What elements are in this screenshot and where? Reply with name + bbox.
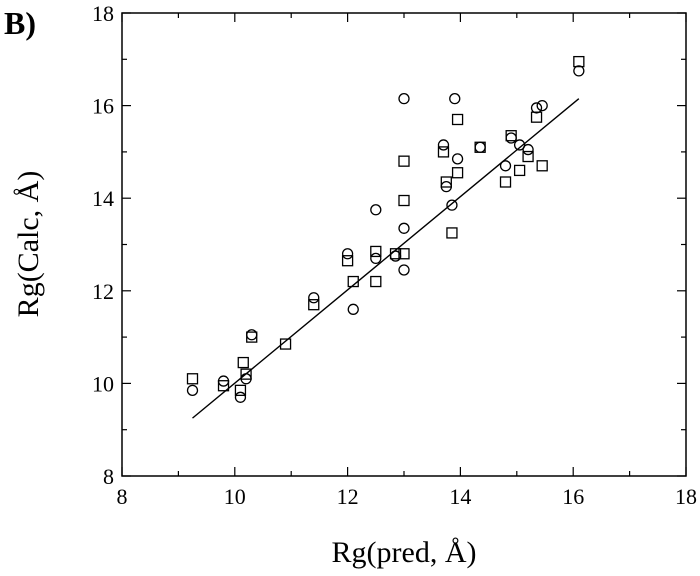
circle-point bbox=[398, 222, 410, 234]
square-point bbox=[536, 160, 548, 172]
square-point bbox=[398, 248, 410, 260]
circle-point bbox=[449, 93, 461, 105]
square-point bbox=[389, 248, 402, 260]
square-point bbox=[237, 356, 249, 369]
circle-point bbox=[308, 292, 320, 304]
circle-point bbox=[513, 139, 526, 151]
circle-point bbox=[341, 248, 354, 260]
circle-point bbox=[234, 391, 247, 403]
square-point bbox=[186, 373, 199, 385]
circle-point bbox=[347, 303, 359, 315]
circle-point bbox=[246, 329, 258, 341]
circle-point bbox=[505, 132, 517, 144]
circle-point bbox=[474, 141, 486, 153]
x-axis-title: Rg(pred, Å) bbox=[332, 536, 477, 569]
y-tick-label: 14 bbox=[92, 186, 114, 211]
y-tick-label: 10 bbox=[92, 371, 114, 396]
square-point bbox=[398, 194, 410, 207]
fit-line-group bbox=[192, 98, 580, 419]
circle-point bbox=[536, 99, 548, 112]
square-point bbox=[446, 227, 458, 239]
circle-point bbox=[446, 199, 458, 211]
square-point bbox=[573, 55, 585, 68]
x-tick-label: 18 bbox=[675, 484, 697, 509]
data-points bbox=[186, 55, 585, 403]
square-point bbox=[246, 331, 258, 343]
square-point bbox=[440, 176, 452, 188]
y-tick-label: 12 bbox=[92, 279, 114, 304]
square-point bbox=[234, 384, 247, 396]
x-tick-label: 12 bbox=[337, 484, 359, 509]
square-point bbox=[522, 150, 534, 163]
square-point bbox=[308, 299, 320, 311]
x-tick-label: 10 bbox=[224, 484, 246, 509]
square-point bbox=[240, 368, 252, 380]
x-tick-label: 16 bbox=[562, 484, 584, 509]
y-tick-label: 8 bbox=[103, 464, 114, 489]
circle-point bbox=[522, 143, 534, 156]
square-point bbox=[499, 176, 512, 188]
square-point bbox=[341, 255, 354, 267]
square-point bbox=[437, 146, 450, 158]
circle-point bbox=[186, 384, 199, 396]
circle-point bbox=[437, 139, 450, 151]
axis-ticks: 8 10 12 14 16 18 8 10 12 14 16 18 bbox=[92, 1, 697, 509]
circle-point bbox=[499, 160, 512, 172]
square-point bbox=[505, 130, 517, 142]
square-point bbox=[217, 380, 230, 392]
y-tick-label: 18 bbox=[92, 1, 114, 26]
fit-line bbox=[192, 98, 580, 419]
circle-point bbox=[573, 65, 585, 77]
square-point bbox=[513, 164, 526, 177]
square-point bbox=[530, 111, 543, 123]
circle-point bbox=[370, 204, 382, 216]
circle-point bbox=[451, 153, 464, 165]
square-point bbox=[474, 141, 486, 153]
square-point bbox=[398, 155, 410, 167]
square-point bbox=[347, 275, 359, 288]
x-tick-label: 14 bbox=[449, 484, 471, 509]
circle-point bbox=[398, 264, 410, 276]
square-point bbox=[451, 167, 464, 179]
square-point bbox=[451, 113, 464, 126]
circle-point bbox=[530, 102, 543, 114]
circle-point bbox=[370, 252, 382, 265]
square-point bbox=[370, 245, 382, 258]
x-tick-label: 8 bbox=[117, 484, 128, 509]
y-axis-title: Rg(Calc, Å) bbox=[12, 171, 45, 318]
panel-label: B) bbox=[4, 5, 36, 41]
square-point bbox=[370, 275, 382, 288]
circle-point bbox=[398, 93, 410, 105]
y-tick-label: 16 bbox=[92, 94, 114, 119]
square-point bbox=[279, 338, 292, 350]
